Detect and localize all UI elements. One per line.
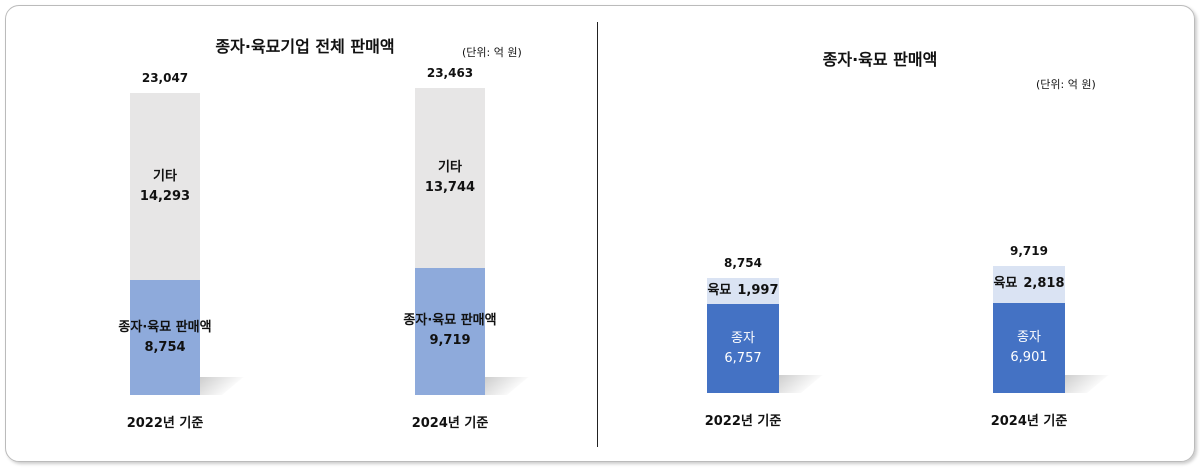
segment-label: 기타 13,744 bbox=[395, 158, 505, 198]
label-part: 육묘 bbox=[707, 283, 732, 299]
bar-segment bbox=[993, 302, 1065, 393]
total-label: 23,463 bbox=[426, 65, 474, 80]
segment-label: 종자 6,901 bbox=[973, 328, 1085, 368]
total-label: 8,754 bbox=[724, 256, 762, 271]
divider bbox=[597, 22, 598, 447]
label-part: 6,757 bbox=[724, 350, 762, 366]
bar-segment bbox=[415, 267, 485, 395]
segment-label: 종자·육묘 판매액 8,754 bbox=[110, 318, 220, 358]
segment-label: 종자 6,757 bbox=[687, 329, 799, 369]
label-part: 종자·육묘 판매액 bbox=[118, 319, 212, 335]
label-part: 종자 bbox=[731, 330, 755, 346]
bar-segment bbox=[130, 93, 200, 281]
label-part: 기타 bbox=[438, 159, 462, 175]
label-part: 종자·육묘 판매액 bbox=[403, 313, 497, 329]
segment-label: 종자·육묘 판매액 9,719 bbox=[395, 311, 505, 351]
x-tick-label: 2022년 기준 bbox=[126, 416, 204, 431]
label-part: 2,818 bbox=[1023, 276, 1065, 292]
bar-segment bbox=[130, 280, 200, 395]
bar-segment bbox=[707, 304, 779, 393]
label-part: 8,754 bbox=[144, 339, 186, 355]
unit-label: (단위: 억 원) bbox=[462, 46, 522, 59]
total-label: 23,047 bbox=[141, 71, 189, 86]
unit-label: (단위: 억 원) bbox=[1036, 78, 1096, 91]
label-part: 9,719 bbox=[429, 333, 471, 349]
x-tick-label: 2024년 기준 bbox=[990, 414, 1068, 429]
label-part: 종자 bbox=[1017, 329, 1041, 345]
label-part: 14,293 bbox=[139, 188, 191, 204]
bar-segment bbox=[993, 265, 1065, 303]
x-tick-label: 2022년 기준 bbox=[704, 414, 782, 429]
label-part: 육묘 bbox=[993, 276, 1018, 292]
label-part: 6,901 bbox=[1010, 349, 1048, 365]
total-label: 9,719 bbox=[1010, 243, 1048, 258]
bar-segment bbox=[707, 278, 779, 305]
segment-label: 기타 14,293 bbox=[110, 167, 220, 207]
segment-label: 육묘 2,818 bbox=[973, 274, 1085, 294]
segment-label: 육묘 1,997 bbox=[687, 281, 799, 301]
bar-segment bbox=[415, 87, 485, 268]
x-tick-label: 2024년 기준 bbox=[411, 416, 489, 431]
panel bbox=[5, 5, 1195, 462]
chart-title: 종자·육묘기업 전체 판매액 bbox=[215, 37, 395, 56]
label-part: 1,997 bbox=[737, 283, 779, 299]
label-part: 13,744 bbox=[424, 179, 476, 195]
chart-title: 종자·육묘 판매액 bbox=[822, 50, 938, 69]
label-part: 기타 bbox=[153, 168, 177, 184]
